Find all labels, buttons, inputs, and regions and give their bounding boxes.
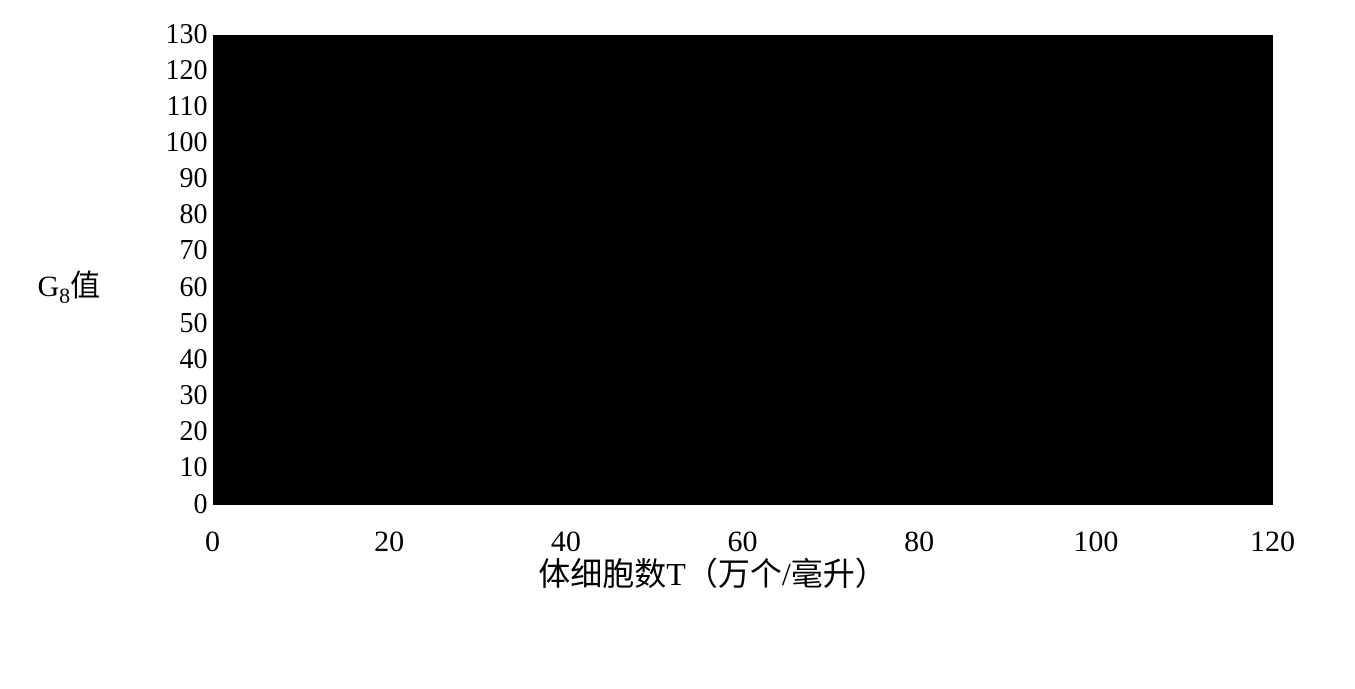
y-label-suffix: 值 xyxy=(70,270,100,303)
y-tick: 80 xyxy=(113,199,208,231)
y-tick: 0 xyxy=(113,489,208,521)
x-tick: 120 xyxy=(1250,525,1295,559)
y-tick: 130 xyxy=(113,19,208,51)
x-tick: 100 xyxy=(1073,525,1118,559)
y-tick: 50 xyxy=(113,308,208,340)
y-tick: 70 xyxy=(113,235,208,267)
y-tick: 40 xyxy=(113,344,208,376)
x-tick: 0 xyxy=(205,525,220,559)
y-label-prefix: G xyxy=(38,270,60,303)
y-axis-label: G8值 xyxy=(38,261,101,309)
y-tick: 30 xyxy=(113,380,208,412)
x-axis-label: 体细胞数T（万个/毫升） xyxy=(538,549,886,595)
y-tick: 20 xyxy=(113,416,208,448)
y-tick: 100 xyxy=(113,127,208,159)
y-ticks: 0 10 20 30 40 50 60 70 80 90 100 110 120… xyxy=(113,35,208,505)
y-tick: 110 xyxy=(113,91,208,123)
x-tick: 80 xyxy=(904,525,934,559)
plot-wrap: 0 10 20 30 40 50 60 70 80 90 100 110 120… xyxy=(113,35,1313,595)
x-tick: 20 xyxy=(374,525,404,559)
y-tick: 90 xyxy=(113,163,208,195)
y-tick: 120 xyxy=(113,55,208,87)
y-label-subscript: 8 xyxy=(59,283,70,308)
y-tick: 60 xyxy=(113,272,208,304)
chart-container: G8值 0 10 20 30 40 50 60 70 80 90 100 110… xyxy=(38,35,1318,655)
plot-area xyxy=(213,35,1273,505)
y-tick: 10 xyxy=(113,452,208,484)
